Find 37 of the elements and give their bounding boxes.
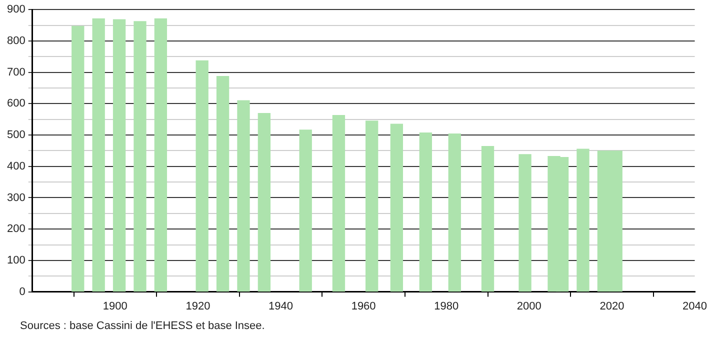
bar [92, 18, 105, 292]
bar [448, 133, 461, 292]
y-tick-label: 0 [19, 286, 26, 298]
x-tick-label: 2020 [600, 300, 624, 312]
bar [237, 100, 250, 292]
y-tick-label: 700 [6, 66, 26, 78]
bar [196, 60, 208, 292]
y-tick-label: 200 [6, 223, 26, 236]
y-tick-label: 100 [6, 254, 26, 266]
bar [576, 148, 590, 292]
x-tick-label: 1900 [102, 300, 128, 312]
bar [366, 120, 378, 292]
bar [134, 21, 146, 292]
x-tick-label: 1940 [268, 300, 293, 312]
y-tick-label: 800 [6, 34, 26, 47]
x-tick-label: 1960 [351, 300, 376, 312]
bar [72, 26, 84, 292]
bar [332, 114, 346, 292]
bar [419, 132, 432, 292]
bar [299, 130, 312, 292]
bar [154, 18, 168, 292]
y-tick-label: 500 [6, 129, 26, 142]
x-tick-label: 1980 [434, 300, 459, 312]
x-tick-label: 2000 [516, 300, 542, 312]
bar [481, 146, 494, 292]
y-tick-label: 400 [6, 160, 26, 172]
x-tick-label: 1920 [186, 300, 210, 312]
y-tick-label: 900 [6, 4, 26, 16]
x-tick-label: 2040 [682, 300, 708, 312]
bar [216, 76, 230, 292]
bar [390, 124, 404, 292]
bar [112, 19, 126, 292]
bar [518, 154, 532, 292]
y-tick-label: 300 [6, 192, 26, 204]
source-note: Sources : base Cassini de l'EHESS et base Insee. [20, 320, 265, 332]
y-tick-label: 600 [6, 98, 26, 110]
bar [258, 113, 271, 292]
